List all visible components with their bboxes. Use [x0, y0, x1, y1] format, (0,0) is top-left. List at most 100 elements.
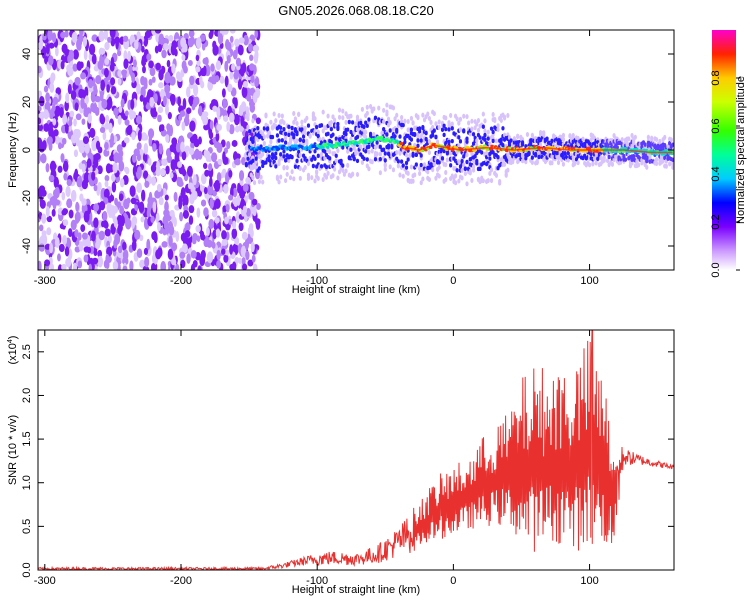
noise-blob	[72, 49, 79, 60]
noise-blob	[181, 54, 186, 61]
halo-blob	[398, 172, 402, 178]
halo-blob	[435, 139, 440, 145]
band-blob	[481, 124, 485, 129]
band-blob	[383, 151, 387, 156]
noise-blob	[71, 31, 78, 44]
halo-blob	[437, 165, 441, 171]
noise-blob	[143, 142, 149, 155]
halo-blob	[630, 160, 634, 166]
halo-blob	[550, 160, 554, 166]
noise-blob	[221, 248, 226, 255]
halo-blob	[475, 121, 479, 127]
halo-blob	[277, 112, 281, 118]
halo-blob	[481, 178, 485, 184]
halo-blob	[431, 124, 435, 130]
noise-blob	[246, 207, 251, 217]
noise-blob	[146, 238, 151, 251]
halo-blob	[383, 166, 387, 172]
noise-blob	[93, 203, 100, 212]
noise-blob	[211, 241, 216, 249]
halo-blob	[364, 129, 368, 135]
noise-blob	[110, 86, 117, 95]
halo-blob	[594, 160, 598, 166]
noise-blob	[74, 76, 81, 86]
halo-blob	[561, 132, 566, 138]
noise-blob	[178, 197, 183, 210]
noise-blob	[49, 160, 57, 173]
band-blob	[316, 133, 320, 139]
halo-blob	[406, 118, 410, 124]
band-blob	[395, 129, 399, 134]
noise-blob	[73, 118, 77, 127]
noise-blob	[173, 191, 178, 202]
band-blob	[406, 157, 410, 162]
noise-blob	[164, 201, 169, 213]
band-blob	[355, 134, 360, 140]
halo-blob	[449, 112, 453, 118]
noise-blob	[78, 175, 83, 188]
noise-blob	[192, 174, 197, 186]
halo-blob	[444, 177, 448, 183]
halo-blob	[561, 136, 566, 142]
noise-blob	[113, 238, 118, 249]
band-blob	[458, 139, 463, 144]
halo-blob	[346, 162, 350, 168]
noise-blob	[50, 263, 55, 270]
halo-blob	[391, 167, 396, 173]
halo-blob	[406, 170, 410, 176]
band-blob	[246, 156, 250, 161]
noise-blob	[222, 30, 229, 35]
halo-blob	[350, 171, 355, 177]
noise-blob	[175, 263, 180, 270]
band-blob	[447, 139, 451, 145]
halo-blob	[261, 151, 265, 157]
noise-blob	[65, 257, 72, 268]
halo-blob	[395, 149, 399, 155]
halo-blob	[427, 116, 432, 122]
noise-blob	[187, 60, 193, 67]
noise-blob	[221, 230, 227, 240]
noise-blob	[49, 109, 54, 119]
noise-blob	[195, 37, 202, 49]
noise-blob	[38, 123, 44, 132]
noise-blob	[182, 209, 190, 219]
noise-blob	[200, 199, 207, 207]
noise-blob	[104, 180, 109, 188]
noise-blob	[224, 249, 230, 256]
noise-blob	[122, 265, 128, 270]
band-blob	[349, 147, 353, 152]
noise-blob	[160, 261, 167, 270]
noise-blob	[205, 150, 211, 163]
halo-blob	[370, 148, 374, 154]
noise-blob	[216, 142, 223, 154]
noise-blob	[105, 114, 110, 123]
band-blob	[457, 135, 461, 140]
band-blob	[386, 143, 391, 148]
band-blob	[524, 156, 528, 161]
noise-blob	[168, 235, 173, 247]
band-blob	[311, 163, 315, 169]
halo-blob	[246, 124, 250, 130]
halo-blob	[591, 161, 595, 167]
halo-blob	[298, 152, 302, 158]
halo-blob	[421, 176, 425, 182]
noise-blob	[228, 194, 234, 201]
band-blob	[274, 155, 278, 161]
halo-blob	[305, 138, 309, 144]
noise-blob	[45, 162, 50, 173]
snr-panel: -300 -200 -100 0 100 0.0 0.5 1.0 1.5 2.0 2.5 Heig…	[7, 329, 675, 596]
band-blob	[388, 128, 392, 133]
ridge-red-line	[405, 144, 673, 154]
noise-blob	[242, 183, 249, 192]
halo-blob	[444, 170, 448, 176]
halo-blob	[502, 161, 507, 167]
band-blob	[440, 127, 445, 132]
band-blob	[450, 138, 454, 144]
halo-blob	[382, 107, 386, 113]
halo-blob	[630, 133, 634, 139]
halo-blob	[429, 119, 433, 125]
noise-blob	[163, 95, 167, 107]
noise-blob	[57, 264, 63, 270]
noise-blob	[188, 147, 195, 156]
halo-blob	[288, 175, 293, 181]
